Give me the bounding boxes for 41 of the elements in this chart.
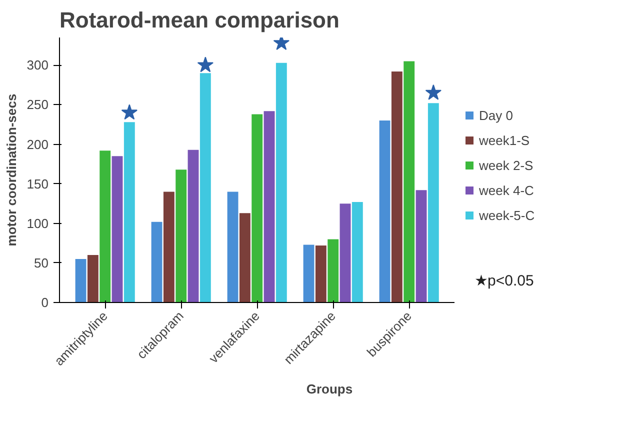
bar: [391, 72, 402, 302]
chart-title: Rotarod-mean comparison: [60, 8, 340, 32]
bar: [163, 192, 174, 302]
y-tick-label: 200: [26, 136, 49, 152]
bar: [352, 202, 363, 302]
bar: [176, 170, 187, 302]
bar: [328, 239, 339, 302]
text: ★p<0.05: [474, 272, 534, 290]
bar: [200, 73, 211, 302]
bar: [124, 122, 135, 302]
x-axis-title: Groups: [306, 382, 353, 397]
y-tick-label: 50: [34, 255, 49, 270]
legend-label: week1-S: [479, 132, 530, 148]
bar: [112, 156, 123, 302]
y-tick-label: 150: [26, 176, 49, 192]
bar: [303, 244, 314, 302]
bar: [188, 150, 199, 302]
bar: [100, 150, 111, 302]
bar: [239, 213, 250, 302]
bar: [416, 190, 427, 302]
legend-label: week-5-C: [479, 208, 535, 222]
legend-label: Day 0: [479, 108, 513, 122]
legend-label: week 4-C: [479, 182, 534, 198]
bar: [75, 258, 86, 302]
bar: [428, 103, 439, 302]
bar: [379, 120, 390, 302]
y-tick-label: 250: [26, 97, 49, 112]
y-tick-label: 300: [26, 58, 49, 73]
y-tick-label: 0: [41, 295, 49, 310]
bar: [315, 246, 326, 302]
bar: [252, 114, 263, 302]
bar: [264, 111, 275, 302]
bar: [404, 61, 415, 302]
y-axis-title: motor coordination-secs: [4, 94, 19, 246]
legend-label: week 2-S: [479, 158, 534, 172]
bar: [340, 204, 351, 302]
bar: [87, 255, 98, 302]
bar: [227, 192, 238, 302]
y-tick-label: 100: [26, 216, 49, 231]
bar: [276, 62, 287, 302]
bar: [151, 222, 162, 302]
